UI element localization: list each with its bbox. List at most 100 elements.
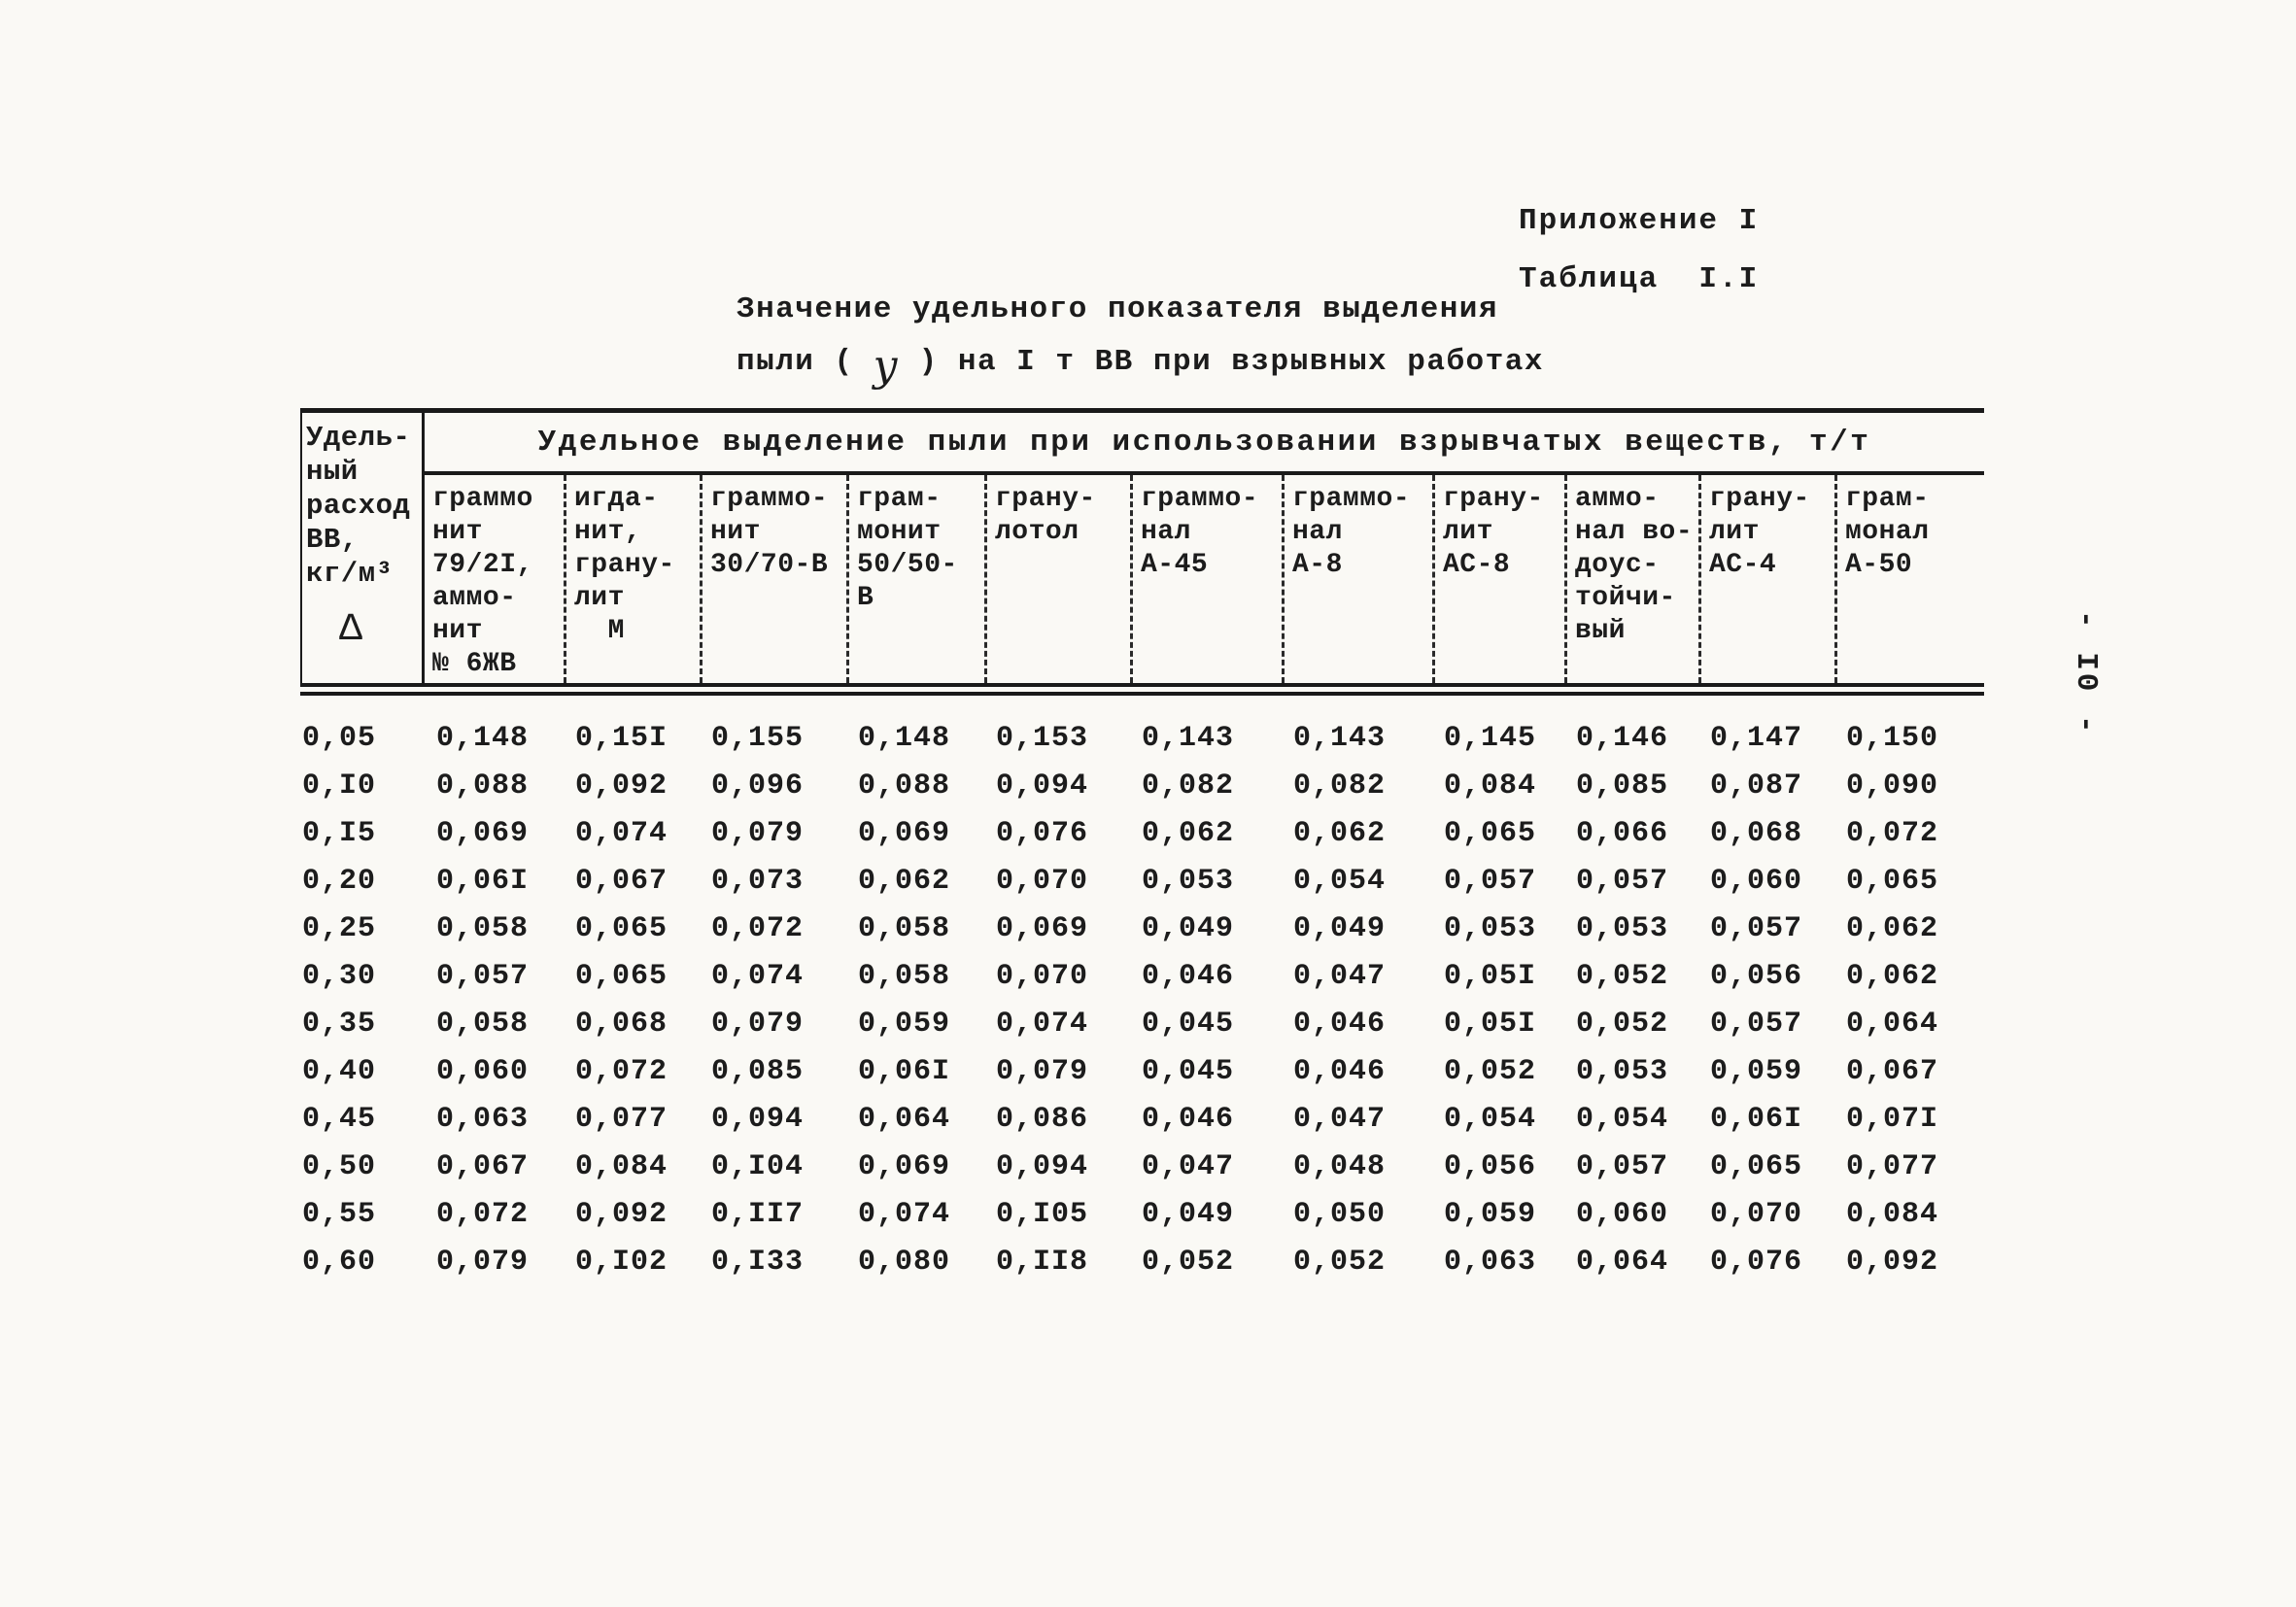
value-cell: 0,II8 [996, 1246, 1089, 1279]
value-cell: 0,085 [1576, 769, 1669, 803]
value-cell: 0,096 [711, 769, 805, 803]
value-cell: 0,147 [1710, 722, 1803, 755]
value-cell: 0,072 [711, 912, 805, 945]
value-cell: 0,062 [1846, 960, 1939, 993]
value-cell: 0,060 [1710, 865, 1803, 898]
value-cell: 0,054 [1444, 1103, 1537, 1136]
value-cell: 0,092 [575, 769, 668, 803]
value-cell: 0,146 [1576, 722, 1669, 755]
value-cell: 0,062 [1142, 817, 1235, 850]
value-cell: 0,047 [1142, 1150, 1235, 1183]
consumption-cell: 0,55 [302, 1198, 377, 1231]
value-cell: 0,072 [575, 1055, 668, 1088]
value-cell: 0,068 [1710, 817, 1803, 850]
value-cell: 0,065 [575, 960, 668, 993]
column-header: граммо- нит 30/70-В [700, 475, 846, 683]
value-cell: 0,092 [1846, 1246, 1939, 1279]
value-cell: 0,076 [996, 817, 1089, 850]
consumption-cell: 0,05 [302, 722, 377, 755]
value-cell: 0,094 [996, 1150, 1089, 1183]
table-row: 0,05 0,148 0,15I 0,155 0,148 0,153 0,143 0,143 0… [300, 715, 1984, 763]
value-cell: 0,046 [1293, 1055, 1387, 1088]
title-line-2-before: пыли ( [737, 345, 854, 379]
value-cell: 0,068 [575, 1008, 668, 1041]
value-cell: 0,047 [1293, 1103, 1387, 1136]
value-cell: 0,082 [1142, 769, 1235, 803]
table-row: 0,I5 0,069 0,074 0,079 0,069 0,076 0,062 0,062 0… [300, 810, 1984, 858]
value-cell: 0,065 [1710, 1150, 1803, 1183]
value-cell: 0,080 [858, 1246, 951, 1279]
consumption-cell: 0,30 [302, 960, 377, 993]
value-cell: 0,094 [711, 1103, 805, 1136]
consumption-cell: 0,40 [302, 1055, 377, 1088]
value-cell: 0,053 [1142, 865, 1235, 898]
value-cell: 0,046 [1142, 1103, 1235, 1136]
value-cell: 0,065 [575, 912, 668, 945]
value-cell: 0,15I [575, 722, 668, 755]
value-cell: 0,148 [858, 722, 951, 755]
value-cell: 0,073 [711, 865, 805, 898]
value-cell: 0,052 [1142, 1246, 1235, 1279]
value-cell: 0,070 [996, 960, 1089, 993]
value-cell: 0,077 [1846, 1150, 1939, 1183]
value-cell: 0,06I [436, 865, 530, 898]
consumption-cell: 0,50 [302, 1150, 377, 1183]
value-cell: 0,074 [996, 1008, 1089, 1041]
value-cell: 0,045 [1142, 1055, 1235, 1088]
title-line-2-after: ) на I т ВВ при взрывных работах [918, 345, 1544, 379]
table-row: 0,45 0,063 0,077 0,094 0,064 0,086 0,046 0,047 0… [300, 1096, 1984, 1144]
dust-symbol: у [873, 341, 900, 391]
table-body: 0,05 0,148 0,15I 0,155 0,148 0,153 0,143 0,143 0… [300, 696, 1984, 1286]
column-header: граммо- нал А-8 [1282, 475, 1432, 683]
value-cell: 0,048 [1293, 1150, 1387, 1183]
value-cell: 0,067 [575, 865, 668, 898]
value-cell: 0,084 [575, 1150, 668, 1183]
value-cell: 0,063 [436, 1103, 530, 1136]
table-row: 0,50 0,067 0,084 0,I04 0,069 0,094 0,047 0,048 0… [300, 1144, 1984, 1191]
value-cell: 0,047 [1293, 960, 1387, 993]
value-cell: 0,143 [1142, 722, 1235, 755]
value-cell: 0,079 [996, 1055, 1089, 1088]
spanning-header: Удельное выделение пыли при использовани… [425, 413, 1984, 475]
value-cell: 0,058 [858, 960, 951, 993]
value-cell: 0,057 [1710, 1008, 1803, 1041]
value-cell: 0,053 [1576, 912, 1669, 945]
value-cell: 0,069 [858, 817, 951, 850]
value-cell: 0,079 [711, 1008, 805, 1041]
value-cell: 0,I04 [711, 1150, 805, 1183]
value-cell: 0,05I [1444, 960, 1537, 993]
table-row: 0,35 0,058 0,068 0,079 0,059 0,074 0,045 0,046 0… [300, 1001, 1984, 1048]
title-line-2: пыли ( у ) на I т ВВ при взрывных работа… [737, 336, 1544, 391]
value-cell: 0,057 [1710, 912, 1803, 945]
value-cell: 0,046 [1293, 1008, 1387, 1041]
value-cell: 0,090 [1846, 769, 1939, 803]
table-header: Удель- ный расход ВВ, кг/м³ Δ Удельное в… [300, 413, 1984, 683]
table-row: 0,60 0,079 0,I02 0,I33 0,080 0,II8 0,052 0,052 0… [300, 1239, 1984, 1286]
value-cell: 0,085 [711, 1055, 805, 1088]
value-cell: 0,079 [711, 817, 805, 850]
value-cell: 0,060 [1576, 1198, 1669, 1231]
value-cell: 0,060 [436, 1055, 530, 1088]
column-header: аммо- нал во- доус- тойчи- вый [1564, 475, 1698, 683]
delta-symbol: Δ [339, 608, 363, 652]
value-cell: 0,045 [1142, 1008, 1235, 1041]
value-cell: 0,057 [436, 960, 530, 993]
value-cell: 0,067 [436, 1150, 530, 1183]
value-cell: 0,067 [1846, 1055, 1939, 1088]
value-cell: 0,052 [1293, 1246, 1387, 1279]
column-header: грам- монит 50/50- В [846, 475, 984, 683]
data-table: Удель- ный расход ВВ, кг/м³ Δ Удельное в… [300, 408, 1984, 1286]
value-cell: 0,088 [436, 769, 530, 803]
value-cell: 0,082 [1293, 769, 1387, 803]
value-cell: 0,084 [1444, 769, 1537, 803]
column-headers-row: граммо нит 79/2I, аммо- нит № 6ЖВ игда- н… [425, 475, 1984, 683]
value-cell: 0,074 [858, 1198, 951, 1231]
header-double-rule [300, 683, 1984, 696]
header-right-area: Удельное выделение пыли при использовани… [425, 413, 1984, 683]
value-cell: 0,052 [1444, 1055, 1537, 1088]
value-cell: 0,05I [1444, 1008, 1537, 1041]
value-cell: 0,069 [858, 1150, 951, 1183]
table-row: 0,25 0,058 0,065 0,072 0,058 0,069 0,049 0,049 0… [300, 906, 1984, 953]
consumption-cell: 0,45 [302, 1103, 377, 1136]
value-cell: 0,064 [1846, 1008, 1939, 1041]
